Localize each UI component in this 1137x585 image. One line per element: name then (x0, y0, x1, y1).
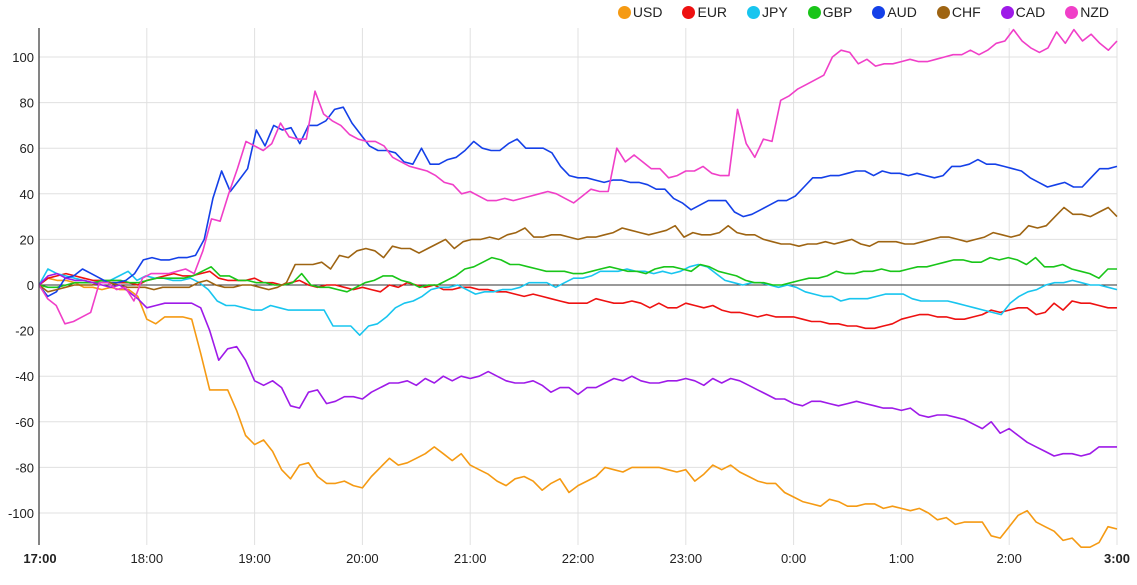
series-line-jpy (38, 263, 1118, 337)
legend-label: EUR (697, 4, 728, 20)
y-tick-label: -40 (15, 369, 34, 384)
x-tick-label: 19:00 (238, 551, 271, 566)
x-tick-label: 17:00 (23, 551, 56, 566)
legend-label: CAD (1015, 4, 1046, 20)
y-tick-label: 100 (12, 50, 34, 65)
legend-item-eur[interactable]: EUR (682, 4, 727, 20)
x-tick-label: 3:00 (1104, 551, 1130, 566)
legend: USD EUR JPY GBP AUD CHF CAD NZD (598, 4, 1109, 20)
legend-dot-icon (617, 5, 631, 19)
legend-item-chf[interactable]: CHF (936, 4, 981, 20)
series-line-usd (38, 277, 1118, 549)
x-tick-label: 21:00 (454, 551, 487, 566)
series-line-chf (38, 206, 1118, 293)
y-axis-labels: -100 -80 -60 -40 -20 0 20 40 60 80 100 (8, 50, 34, 521)
legend-label: AUD (887, 4, 917, 20)
x-tick-label: 2:00 (997, 551, 1022, 566)
legend-item-usd[interactable]: USD (617, 4, 663, 20)
series-line-eur (38, 270, 1117, 330)
y-tick-label: -80 (15, 460, 34, 475)
legend-dot-icon (872, 5, 886, 19)
y-tick-label: 60 (20, 141, 34, 156)
y-tick-label: -60 (15, 415, 34, 430)
y-tick-label: 0 (27, 278, 34, 293)
legend-label: JPY (762, 4, 788, 20)
x-tick-label: 18:00 (131, 551, 164, 566)
legend-dot-icon (807, 5, 821, 19)
x-tick-label: 0:00 (781, 551, 806, 566)
legend-label: USD (632, 4, 663, 20)
series-line-gbp (38, 256, 1117, 293)
legend-item-gbp[interactable]: GBP (807, 4, 853, 20)
legend-item-nzd[interactable]: NZD (1065, 4, 1109, 20)
x-tick-label: 20:00 (346, 551, 379, 566)
x-axis-labels: 17:00 18:00 19:00 20:00 21:00 22:00 23:00 0:00 1… (23, 551, 1130, 566)
x-tick-label: 23:00 (670, 551, 703, 566)
legend-dot-icon (682, 5, 696, 19)
series-lines (38, 28, 1118, 549)
legend-item-cad[interactable]: CAD (1000, 4, 1046, 20)
legend-label: CHF (951, 4, 981, 20)
legend-item-jpy[interactable]: JPY (747, 4, 788, 20)
x-tick-label: 22:00 (562, 551, 595, 566)
legend-dot-icon (936, 5, 950, 19)
legend-dot-icon (1065, 5, 1079, 19)
y-tick-label: -20 (15, 324, 34, 339)
series-line-cad (38, 272, 1117, 457)
series-line-aud (38, 106, 1118, 298)
legend-label: GBP (822, 4, 853, 20)
grid (39, 28, 1118, 545)
x-tick-label: 1:00 (889, 551, 914, 566)
legend-dot-icon (1000, 5, 1014, 19)
legend-item-aud[interactable]: AUD (872, 4, 917, 20)
y-tick-label: -100 (8, 506, 34, 521)
legend-dot-icon (747, 5, 761, 19)
y-tick-label: 80 (20, 96, 34, 111)
y-tick-label: 20 (20, 232, 34, 247)
y-tick-label: 40 (20, 187, 34, 202)
legend-label: NZD (1080, 4, 1109, 20)
series-line-nzd (38, 28, 1118, 325)
